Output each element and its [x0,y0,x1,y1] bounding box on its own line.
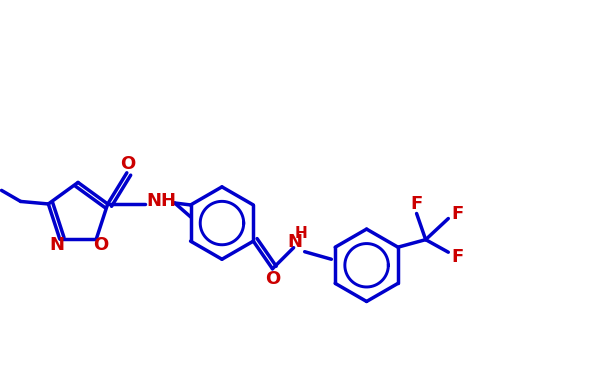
Text: F: F [451,248,463,266]
Text: F: F [411,196,423,214]
Text: NH: NH [147,192,176,211]
Text: O: O [93,236,108,254]
Text: O: O [265,270,280,288]
Text: F: F [451,205,463,223]
Text: N: N [287,233,302,250]
Text: O: O [120,155,135,173]
Text: H: H [295,226,307,241]
Text: N: N [50,236,65,254]
